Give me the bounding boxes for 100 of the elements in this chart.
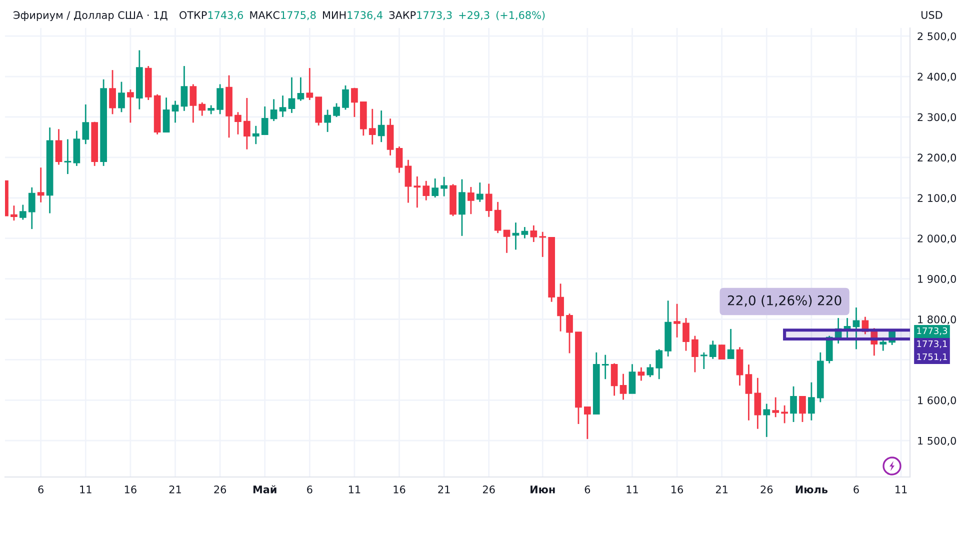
text: ОТКР1743,6 МАКС1775,8 МИН1736,4 ЗАКР1773,3 +29,3 (+1,68%) <box>180 10 545 20</box>
x-tick-label: 11 <box>896 486 907 494</box>
candlestick <box>261 106 268 136</box>
candlestick <box>216 84 224 115</box>
candlestick <box>342 84 349 110</box>
candlestick <box>324 109 331 133</box>
x-tick-label: 6 <box>307 486 312 494</box>
y-tick-label: 2 200,0 <box>918 154 956 163</box>
y-tick-label: 1 800,0 <box>918 315 956 324</box>
candlestick <box>422 180 430 202</box>
candlestick <box>306 67 314 101</box>
candlestick <box>252 125 260 145</box>
candlestick <box>852 306 860 350</box>
candlestick <box>172 100 179 124</box>
y-axis-title: USD <box>921 11 942 19</box>
chart-title: Эфириум / Доллар США · 1Д <box>14 11 168 22</box>
annotation: 1751,1 <box>917 353 947 362</box>
candlestick <box>709 340 716 360</box>
x-tick-label: 26 <box>214 486 226 494</box>
candlestick <box>82 104 90 145</box>
candlestick <box>297 76 304 102</box>
candlestick <box>566 312 573 354</box>
candlestick <box>539 231 546 258</box>
candlestick <box>10 204 18 222</box>
candlestick <box>288 76 296 114</box>
candlestick <box>763 403 770 438</box>
candlestick <box>834 317 842 344</box>
candlestick <box>620 373 627 400</box>
annotation: 22,0 (1,26%) 220 <box>728 295 842 307</box>
y-tick-label: 2 100,0 <box>918 194 956 204</box>
candlestick <box>109 69 116 115</box>
x-tick-label: 6 <box>854 486 859 494</box>
candlestick <box>772 396 780 418</box>
x-tick-label: 11 <box>348 486 360 494</box>
candlestick <box>162 96 170 133</box>
candlestick <box>628 363 636 394</box>
x-tick-label: 21 <box>169 486 181 494</box>
candlestick <box>396 146 403 174</box>
candlestick <box>727 328 734 360</box>
candlestick <box>127 88 134 124</box>
x-tick-label: 26 <box>482 486 495 494</box>
candlestick <box>692 335 698 373</box>
candlestick <box>512 222 520 250</box>
candlestick <box>458 178 466 237</box>
y-tick-label: 2 400,0 <box>918 72 956 82</box>
candlestick <box>244 97 250 150</box>
candlestick <box>180 65 188 112</box>
candlestick <box>73 130 80 167</box>
candlestick <box>781 404 788 424</box>
x-tick-label: 6 <box>584 486 590 494</box>
x-tick-label: 11 <box>626 486 638 494</box>
x-tick-label: 21 <box>716 486 728 494</box>
candlestick <box>754 377 762 430</box>
candlestick <box>799 396 806 423</box>
candlestick <box>414 176 421 208</box>
x-tick-label: Май <box>253 485 276 494</box>
candlestick <box>808 382 815 422</box>
y-tick-label: 2 500,0 <box>918 32 956 42</box>
y-tick-label: 1 600,0 <box>918 396 956 406</box>
candlestick <box>745 364 752 422</box>
candlestick <box>646 363 654 378</box>
candlestick <box>870 327 878 356</box>
candlestick <box>234 111 242 136</box>
candlestick <box>64 138 72 175</box>
candlestick <box>351 87 358 118</box>
candlestick <box>368 108 376 146</box>
candlestick <box>674 303 680 338</box>
candlestick <box>468 186 474 215</box>
candlestick <box>432 178 439 198</box>
candlestick <box>826 335 833 364</box>
candlestick <box>790 386 797 423</box>
candlestick <box>20 204 26 220</box>
candlestick <box>198 102 206 116</box>
candlestick <box>378 110 385 143</box>
candlestick <box>28 186 36 230</box>
candlestick <box>638 366 645 382</box>
candlestick <box>656 348 663 380</box>
y-tick-label: 2 000,0 <box>918 234 956 244</box>
candlestick <box>190 84 197 124</box>
candlestick <box>682 317 690 352</box>
candlestick <box>862 316 869 335</box>
candlestick <box>386 118 394 156</box>
candlestick <box>485 183 492 218</box>
candlestick <box>700 352 708 370</box>
candlestick <box>521 226 528 240</box>
x-tick-label: Июн <box>530 486 555 494</box>
x-tick-label: Июль <box>796 486 828 494</box>
candlestick <box>880 336 887 352</box>
candlestick <box>404 159 412 204</box>
candlestick <box>476 182 484 203</box>
y-tick-label: 1 900,0 <box>918 275 956 284</box>
candlestick <box>118 81 125 113</box>
candlestick <box>557 282 564 332</box>
candlestick <box>494 201 502 234</box>
x-tick-label: 11 <box>80 486 92 494</box>
candlestick <box>610 362 618 396</box>
y-tick-label: 2 300,0 <box>918 113 956 122</box>
y-tick-label: 1 500,0 <box>918 436 956 446</box>
candlestick <box>37 166 44 204</box>
candlestick <box>279 94 286 118</box>
